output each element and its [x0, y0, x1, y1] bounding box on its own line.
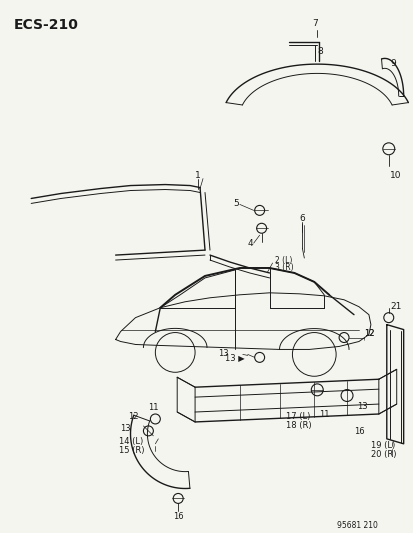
Text: 9: 9: [390, 59, 396, 68]
Text: 21: 21: [390, 302, 401, 311]
Text: 11: 11: [318, 409, 329, 418]
Text: 13: 13: [356, 401, 367, 410]
Text: 13: 13: [120, 424, 131, 433]
Text: 12: 12: [363, 329, 373, 338]
Text: 18 (R): 18 (R): [286, 422, 311, 431]
Text: 4: 4: [247, 239, 253, 248]
Text: 6: 6: [299, 214, 304, 223]
Text: 13: 13: [217, 349, 228, 358]
Text: 3 (R): 3 (R): [274, 263, 292, 272]
Text: 2 (L): 2 (L): [274, 255, 291, 264]
Text: 12: 12: [128, 413, 139, 422]
Text: 15 (R): 15 (R): [118, 446, 144, 455]
Text: 16: 16: [353, 427, 364, 437]
Text: 10: 10: [389, 171, 400, 180]
Text: 14 (L): 14 (L): [118, 437, 142, 446]
Text: 12: 12: [363, 329, 373, 338]
Text: 5: 5: [232, 199, 238, 208]
Text: 17 (L): 17 (L): [286, 413, 310, 422]
Text: 13 ▶: 13 ▶: [224, 353, 244, 362]
Text: 19 (L): 19 (L): [370, 441, 394, 450]
Text: 11: 11: [148, 402, 159, 411]
Text: 20 (R): 20 (R): [370, 450, 395, 459]
Text: 7: 7: [311, 19, 317, 28]
Text: 16: 16: [173, 512, 183, 521]
Text: ECS-210: ECS-210: [13, 18, 78, 31]
Text: 95681 210: 95681 210: [336, 521, 377, 530]
Text: 8: 8: [316, 47, 322, 56]
Text: 1: 1: [195, 171, 200, 180]
